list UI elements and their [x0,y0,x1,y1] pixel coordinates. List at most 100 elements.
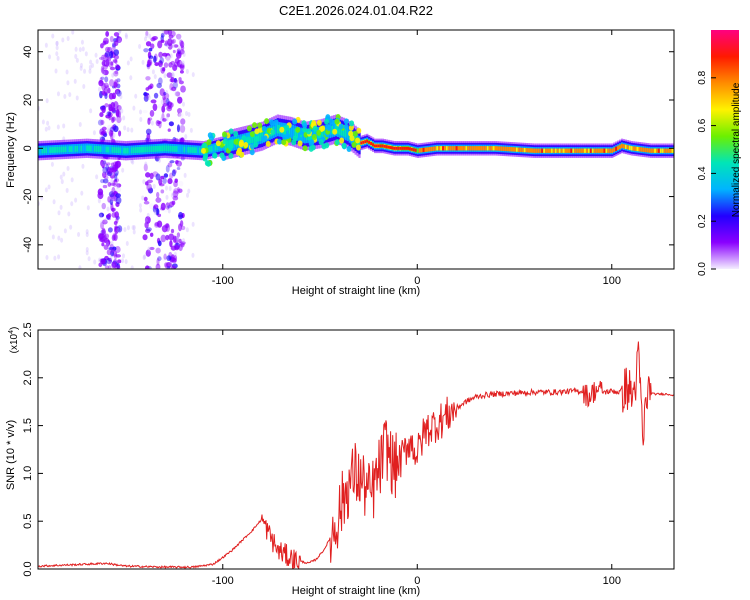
spectrogram-ridge-cell [438,146,441,151]
spectrogram-noise-speck [117,37,121,43]
spectrogram-noise-speck [187,188,191,194]
spectrogram-noise-speck [100,76,105,80]
spectrogram-ridge-peak [385,145,388,149]
spectrogram-ridge-cell [97,146,100,152]
spectrogram-ridge-blob [279,126,285,133]
spectrogram-ridge-cell [657,148,661,153]
spectrogram-ridge-blob [254,135,260,142]
spectrogram-ridge-cell [161,145,165,152]
spectrogram-noise-speck [104,76,109,83]
spectrogram-ridge-blob [352,130,358,137]
spectrogram-noise-speck [145,249,151,257]
spectrogram-noise-speck [116,227,120,233]
spectrogram-noise-speck [103,40,109,45]
spectrogram-ridge-cell [652,148,655,153]
spectrogram-ridge-blob [262,135,268,142]
spectrogram-ridge-cell [582,148,585,153]
spectrogram-ridge-blob [348,130,354,137]
spectrogram-noise-speck [114,174,118,182]
spectrogram-noise-speck [115,254,121,258]
spectrogram-noise-speck [63,228,67,234]
spectrogram-ridge-peak [410,147,414,151]
spectrogram-ridge-cell [543,148,546,153]
spectrogram-noise-speck [56,124,60,130]
spectrogram-noise-speck [155,207,159,216]
spectrogram-noise-speck [153,74,157,80]
spectrogram-noise-speck [79,65,83,71]
spectrogram-noise-speck [160,32,165,38]
spectrogram-noise-speck [109,182,116,186]
spectrogram-noise-speck [160,234,167,243]
spectrogram-ridge-cell [103,146,106,153]
spectrogram-noise-speck [161,112,165,121]
spectrogram-ridge-cell [523,147,526,153]
spectrogram-ridge-cell [632,146,635,151]
spectrogram-noise-speck [131,225,135,231]
spectrogram-noise-speck [166,266,171,269]
spectrogram-noise-speck [95,58,99,64]
snr-y-scale: (x104) [8,327,20,354]
spectrogram-noise-speck [142,255,146,261]
snr-y-scale-base: (x10 [9,333,20,353]
spectrogram-noise-speck [145,172,151,178]
spectrogram-noise-speck [100,159,104,167]
spectrogram-noise-speck [173,79,179,83]
spectrogram-ridge-blob [257,122,263,129]
spectrogram-noise-speck [181,60,185,66]
spectrogram-ridge-cell [99,146,102,153]
spectrogram-ridge-blob [222,138,228,145]
spectrogram-noise-speck [98,56,105,61]
spectrogram-noise-speck [179,124,183,130]
spectrogram-noise-speck [153,92,159,99]
spectrogram-noise-speck [146,212,150,218]
spectrogram-noise-speck [165,165,170,173]
spectrogram-noise-speck [141,59,145,65]
spectrogram-noise-speck [168,121,174,127]
spectrogram-noise-speck [105,85,110,89]
spectrogram-ridge-cell [55,146,58,153]
spectrogram-noise-speck [45,255,49,261]
spectrogram-ridge-cell [183,146,186,153]
spectrogram-ridge-cell [467,146,470,151]
spectrogram-ridge-blob [219,152,225,159]
spectrogram-noise-speck [55,40,59,46]
spectrogram-ridge-cell [163,145,167,152]
spectrogram-noise-speck [131,159,135,165]
spectrogram-noise-speck [143,163,148,172]
spectrogram-noise-speck [107,213,112,218]
spectrogram-noise-speck [158,120,162,129]
spectrogram-noise-speck [148,184,152,190]
spectrogram-noise-speck [59,174,63,180]
spectrogram-noise-speck [48,54,52,60]
spectrogram-ridge-cell [115,147,118,154]
spectrogram-noise-speck [173,78,177,83]
spectrogram-noise-speck [179,124,186,133]
spectrogram-noise-speck [145,30,149,36]
spectrogram-noise-speck [108,191,115,198]
spectrogram-ridge-cell [189,146,192,153]
spectrogram-ridge-cell [259,132,262,142]
spectrogram-ridge-blob [348,124,354,131]
spectrogram-noise-speck [75,57,79,63]
spectrogram-noise-speck [130,127,134,133]
spectrogram-ridge-cell [453,146,456,151]
spectrogram-noise-speck [178,77,182,82]
spectrogram-noise-speck [152,183,156,189]
spectrogram-ridge-cell [86,145,89,152]
spectrogram-noise-speck [102,70,106,76]
spectrogram-ridge-blob [355,137,361,144]
spectrogram-ridge-blob [228,144,234,151]
spectrogram-ridge-cell [601,148,604,153]
spectrogram-ridge-cell [430,146,433,152]
spectrogram-ridge-cell [288,126,291,136]
spectrogram-ridge-blob [349,135,355,142]
spectrogram-ridge-cell [198,147,202,154]
colorbar-label: Normalized spectral amplitude [731,82,742,217]
spectrogram-ridge-cell [492,146,495,151]
spectrogram-ridge-blob [351,141,357,148]
spectrogram-noise-speck [158,157,162,163]
spectrogram-noise-speck [161,118,167,122]
spectrogram-ridge-blob [249,149,255,156]
spectrogram-ridge-cell [550,148,554,153]
spectrogram-noise-speck [175,33,182,40]
